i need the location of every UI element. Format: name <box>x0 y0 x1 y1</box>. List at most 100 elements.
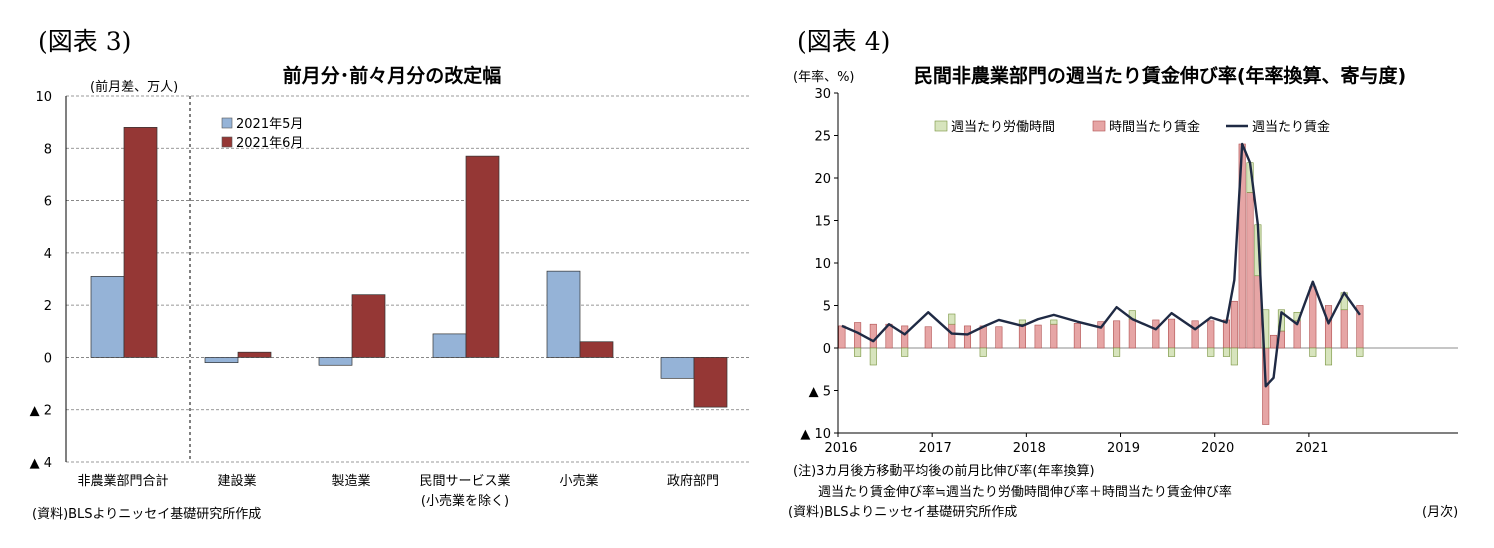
chart2-note-1: (注)3カ月後方移動平均後の前月比伸び率(年率換算) <box>793 464 1095 479</box>
chart2-bar-hourly-wage <box>1309 286 1317 349</box>
chart2-bar-hourly-wage <box>1324 305 1333 349</box>
chart1-category-label: 政府部門 <box>667 474 719 489</box>
chart2-bar-hours <box>1050 319 1058 325</box>
chart1-source: (資料)BLSよりニッセイ基礎研究所作成 <box>32 507 261 522</box>
chart1-gridlines <box>66 95 750 463</box>
chart2-bar-hourly-wage <box>1207 320 1215 349</box>
chart2-xtick-label: 2018 <box>1013 441 1046 456</box>
legend-swatch-may <box>221 117 233 129</box>
chart2-bar-hourly-wage <box>1270 334 1278 349</box>
chart1-ytick-label: ▲ 2 <box>30 404 52 419</box>
chart2-bar-hours <box>1222 347 1231 357</box>
chart2-bar-hours <box>901 347 909 357</box>
chart1-bars <box>90 127 728 408</box>
chart2-bar-hours <box>1324 347 1333 366</box>
legend-label-may: 2021年5月 <box>236 117 303 132</box>
chart2-bar-hourly-wage <box>869 323 877 349</box>
chart1-ytick-label: 4 <box>44 247 52 262</box>
chart1-bar-may <box>90 276 125 358</box>
chart2-bar-hours <box>979 347 987 357</box>
chart2-bar-hours <box>869 347 877 366</box>
chart2-bar-hourly-wage <box>995 326 1003 349</box>
chart1-bar-june <box>237 351 272 358</box>
chart2-bar-hourly-wage <box>1113 320 1121 349</box>
chart1-bar-may <box>660 357 695 379</box>
chart2-bar-hourly-wage <box>1191 320 1199 349</box>
chart1-title: 前月分･前々月分の改定幅 <box>283 64 502 87</box>
chart1-x-axis: 非農業部門合計 建設業 製造業 民間サービス業 (小売業を除く) 小売業 政府部門 <box>77 473 719 509</box>
chart2-bar-hours <box>1356 347 1364 357</box>
legend-label-june: 2021年6月 <box>236 136 303 151</box>
chart2-bar-hourly-wage <box>1073 323 1081 349</box>
chart1-bar-may <box>318 357 353 366</box>
chart2-weekly-wage-line <box>841 142 1361 388</box>
chart2-bar-hourly-wage <box>1152 319 1160 349</box>
chart1-category-label: 建設業 <box>217 473 256 489</box>
chart1-bar-june <box>351 294 386 358</box>
chart1-bar-may <box>204 357 239 364</box>
chart2-bars <box>838 143 1364 425</box>
legend-label-wage: 時間当たり賃金 <box>1109 119 1200 135</box>
chart1-category-label: 製造業 <box>331 473 370 489</box>
chart2-xtick-label: 2019 <box>1107 441 1140 456</box>
chart2-bar-hourly-wage <box>1034 324 1042 349</box>
chart2-bar-hourly-wage <box>924 326 932 349</box>
chart2-xtick-label: 2020 <box>1201 441 1234 456</box>
chart2-bar-hourly-wage <box>1230 300 1238 349</box>
chart1-bar-may <box>432 333 467 358</box>
chart2-ylabel: (年率、%) <box>793 69 855 85</box>
chart1-category-sublabel: (小売業を除く) <box>421 493 509 509</box>
chart1-legend: 2021年5月 2021年6月 <box>221 117 303 151</box>
legend-label-hours: 週当たり労働時間 <box>951 120 1055 135</box>
chart2-bar-hourly-wage <box>1246 192 1254 349</box>
chart2-bar-hours <box>948 313 956 325</box>
chart2-ytick-label: ▲ 10 <box>800 427 831 442</box>
chart2-bar-hourly-wage <box>1222 319 1231 349</box>
chart2-note-2: 週当たり賃金伸び率≒週当たり労働時間伸び率＋時間当たり賃金伸び率 <box>818 485 1232 500</box>
chart2-ytick-label: 20 <box>814 172 831 187</box>
figure-label-3: (図表 3) <box>38 27 132 56</box>
chart2-x-unit: (月次) <box>1422 505 1459 520</box>
chart2-bar-hourly-wage <box>1097 321 1105 349</box>
chart2-bar-hourly-wage <box>1340 309 1348 349</box>
chart2-ytick-label: 0 <box>823 342 831 357</box>
chart1-ytick-label: 10 <box>35 90 52 105</box>
chart2-bar-hourly-wage <box>838 325 846 349</box>
chart2-y-axis: ▲ 10 ▲ 5 0 5 10 15 20 25 30 <box>800 87 1458 442</box>
chart2-ytick-label: 25 <box>814 130 831 145</box>
chart1-bar-june <box>579 341 614 358</box>
chart2-legend: 週当たり労働時間 時間当たり賃金 週当たり賃金 <box>934 119 1330 135</box>
chart2-source: (資料)BLSよりニッセイ基礎研究所作成 <box>788 505 1018 520</box>
chart2-bar-hourly-wage <box>1018 323 1026 349</box>
legend-swatch-wage <box>1092 120 1106 132</box>
chart2-ytick-label: ▲ 5 <box>809 385 831 400</box>
chart2-bar-hours <box>1018 319 1026 325</box>
legend-swatch-june <box>221 136 233 148</box>
chart1-ytick-label: 0 <box>44 351 52 366</box>
chart2-bar-hourly-wage <box>1168 318 1176 349</box>
chart2-x-axis: 2016 2017 2018 2019 2020 2021 <box>824 433 1328 456</box>
chart1-bar-june <box>123 127 158 358</box>
chart1-bar-june <box>693 357 728 408</box>
chart1-ytick-label: 8 <box>44 142 52 157</box>
legend-label-weekly: 週当たり賃金 <box>1252 119 1330 135</box>
chart1-ytick-label: ▲ 4 <box>30 456 52 471</box>
chart1-category-label: 小売業 <box>559 473 598 489</box>
chart2-bar-hours <box>1230 347 1238 366</box>
chart1-category-label: 民間サービス業 <box>419 473 510 489</box>
chart2-xtick-label: 2016 <box>824 441 857 456</box>
chart1-ylabel: (前月差、万人) <box>90 79 178 95</box>
chart2-ytick-label: 15 <box>814 215 831 230</box>
chart2-title: 民間非農業部門の週当たり賃金伸び率(年率換算、寄与度) <box>914 64 1406 87</box>
chart2-xtick-label: 2017 <box>919 441 952 456</box>
chart2-ytick-label: 5 <box>823 300 831 315</box>
chart2-bar-hours <box>1113 347 1121 357</box>
chart2-ytick-label: 10 <box>814 257 831 272</box>
chart2-bar-hours <box>1309 347 1317 357</box>
chart1-bar-june <box>465 155 500 358</box>
chart2-bar-hourly-wage <box>1050 323 1058 349</box>
chart1-ytick-label: 2 <box>44 299 52 314</box>
chart2-bar-hourly-wage <box>948 323 956 349</box>
chart2-bar-hourly-wage <box>963 325 972 349</box>
